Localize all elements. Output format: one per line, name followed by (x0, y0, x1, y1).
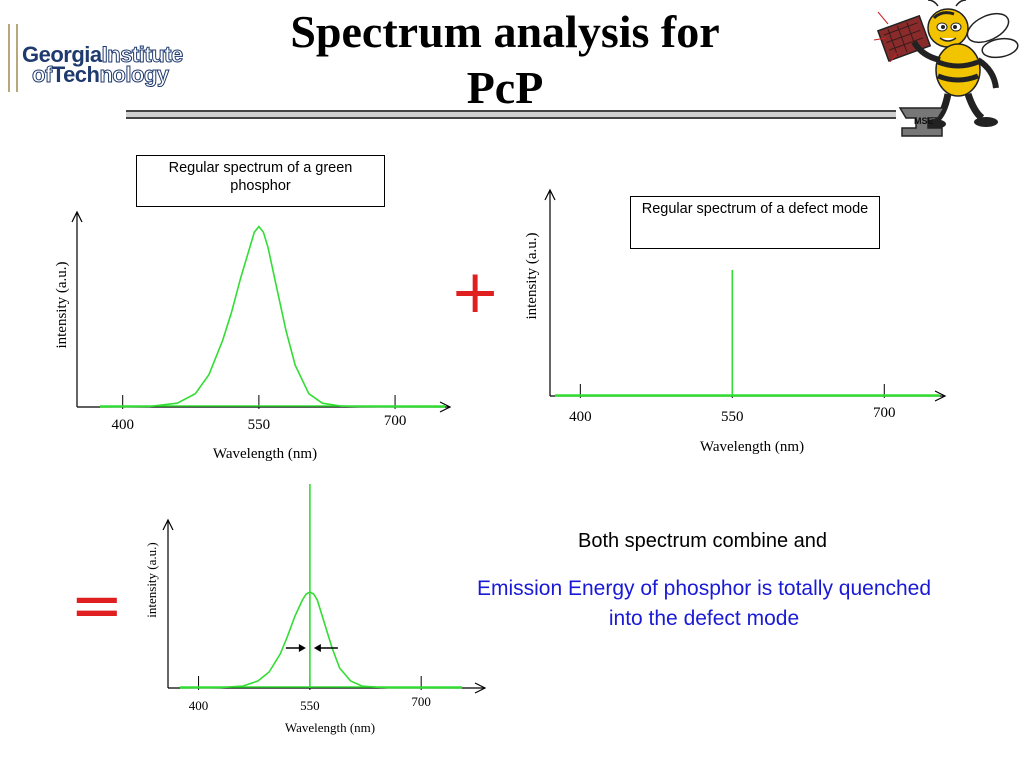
logo-word-tech: Tech (51, 62, 100, 87)
green-phosphor-annotation: Regular spectrum of a green phosphor (136, 155, 385, 207)
series-line-1 (179, 591, 463, 689)
chart-1-xlabel: Wavelength (nm) (213, 446, 317, 462)
slide-title: Spectrum analysis for PcP (230, 4, 780, 116)
logo-column-mark (8, 24, 18, 92)
x-tick-label: 550 (721, 409, 744, 425)
title-line-1: Spectrum analysis for (290, 6, 720, 57)
combine-statement: Both spectrum combine and (577, 530, 828, 552)
series-line-1 (555, 270, 940, 397)
logo-line-1: GeorgiaInstitute (22, 42, 184, 67)
defect-mode-spectrum-chart: 400 550 700 intensity (a.u.) Wavelength (n… (510, 186, 950, 461)
title-underline (126, 110, 896, 119)
x-tick-label: 700 (411, 694, 431, 709)
x-tick-label: 700 (384, 413, 407, 429)
x-axis-arrowhead (439, 401, 452, 413)
x-tick-label: 700 (873, 405, 896, 421)
chart-3-marks (179, 484, 463, 689)
logo-word-georgia: Georgia (22, 42, 102, 67)
anvil-label: MSE (914, 116, 934, 126)
x-axis-arrowhead (474, 682, 487, 694)
x-tick-label: 550 (248, 417, 271, 433)
title-line-2: PcP (466, 62, 544, 113)
y-axis-arrowhead (162, 518, 174, 531)
chart-1-axes: 400 550 700 (71, 210, 452, 433)
x-tick-label: 400 (569, 409, 592, 425)
georgia-tech-logo: GeorgiaInstitute ofTechnology (8, 22, 218, 92)
plus-operator: + (450, 257, 501, 327)
green-phosphor-spectrum-chart: 400 550 700 intensity (a.u.) Wavelength (n… (40, 200, 460, 470)
x-tick-label: 400 (111, 417, 133, 433)
chart-1-marks (99, 225, 446, 408)
equals-operator: = (70, 569, 124, 643)
chart-3-axes: 400 550 700 (162, 518, 487, 713)
left-narrowing-arrowhead (298, 644, 306, 652)
x-axis-arrowhead (934, 390, 947, 402)
yellow-jacket-mascot-icon: MSE (873, 0, 1019, 137)
chart-1-svg: 400 550 700 intensity (a.u.) Wavelength (n… (54, 210, 452, 462)
quenching-conclusion: Emission Energy of phosphor is totally q… (476, 577, 932, 630)
defect-mode-annotation: Regular spectrum of a defect mode (630, 196, 880, 249)
chart-3-ylabel: intensity (a.u.) (144, 542, 159, 617)
series-line-1 (99, 225, 446, 408)
chart-3-xlabel: Wavelength (nm) (285, 720, 375, 735)
x-tick-label: 550 (300, 698, 320, 713)
chart-3-svg: 400 550 700 intensity (a.u.) Wavelength (n… (144, 484, 487, 735)
y-axis-arrowhead (71, 210, 83, 223)
logo-word-institute: Institute (101, 42, 184, 67)
chart-2-xlabel: Wavelength (nm) (700, 439, 804, 455)
logo-line-2: ofTechnology (32, 62, 170, 87)
combined-spectrum-chart: 400 550 700 intensity (a.u.) Wavelength (n… (140, 480, 490, 745)
x-tick-label: 400 (189, 698, 209, 713)
chart-2-marks (555, 270, 940, 397)
y-axis-arrowhead (544, 188, 556, 201)
right-narrowing-arrowhead (313, 644, 321, 652)
logo-word-of: of (32, 62, 53, 87)
chart-1-ylabel: intensity (a.u.) (54, 261, 70, 348)
chart-2-ylabel: intensity (a.u.) (524, 232, 540, 319)
chart-2-svg: 400 550 700 intensity (a.u.) Wavelength (n… (524, 188, 947, 455)
logo-word-nology: nology (99, 62, 170, 87)
